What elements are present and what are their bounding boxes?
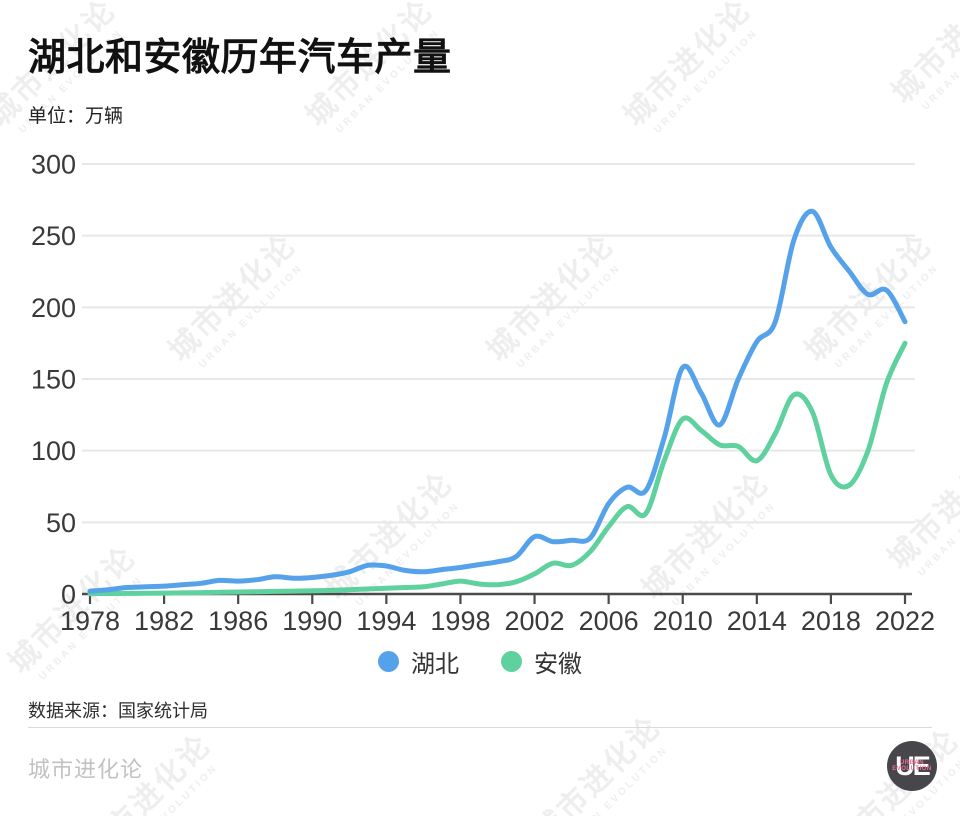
x-tick-label: 1990: [282, 606, 342, 636]
x-tick-label: 2002: [505, 606, 565, 636]
unit-label: 单位：万辆: [28, 106, 124, 127]
footer-divider: [28, 727, 932, 728]
x-tick-label: 2018: [801, 606, 861, 636]
x-tick-label: 2010: [653, 606, 713, 636]
x-tick-label: 2022: [875, 606, 935, 636]
anhui-series-dot-icon: [501, 651, 522, 672]
y-tick-label: 200: [31, 293, 76, 323]
hubei-series-dot-icon: [378, 651, 399, 672]
legend-item-hubei: 湖北: [378, 644, 459, 679]
y-tick-label: 100: [31, 436, 76, 466]
logo-subtitle: URBAN EVOLUTION: [892, 760, 932, 772]
chart-legend: 湖北 安徽: [0, 644, 960, 679]
x-tick-label: 1994: [356, 606, 416, 636]
series-line-1: [87, 340, 908, 597]
x-tick-label: 1982: [134, 606, 194, 636]
page-title: 湖北和安徽历年汽车产量: [28, 37, 452, 79]
x-tick-label: 1978: [60, 606, 120, 636]
x-tick-label: 2014: [727, 606, 787, 636]
legend-label-anhui: 安徽: [534, 651, 582, 678]
footer-brand: 城市进化论: [28, 757, 144, 782]
legend-item-anhui: 安徽: [501, 644, 582, 679]
data-source-label: 数据来源：国家统计局: [28, 701, 208, 721]
logo-ue-text: UE: [895, 750, 930, 781]
series-line-0: [87, 208, 908, 594]
legend-label-hubei: 湖北: [411, 651, 459, 678]
y-tick-label: 250: [31, 221, 76, 251]
y-tick-label: 0: [61, 580, 76, 610]
y-tick-label: 300: [31, 150, 76, 180]
y-tick-label: 50: [46, 508, 76, 538]
x-tick-label: 1998: [430, 606, 490, 636]
y-tick-label: 150: [31, 365, 76, 395]
urban-evolution-logo: UE URBAN EVOLUTION: [887, 741, 937, 791]
x-tick-label: 1986: [208, 606, 268, 636]
x-tick-label: 2006: [579, 606, 639, 636]
